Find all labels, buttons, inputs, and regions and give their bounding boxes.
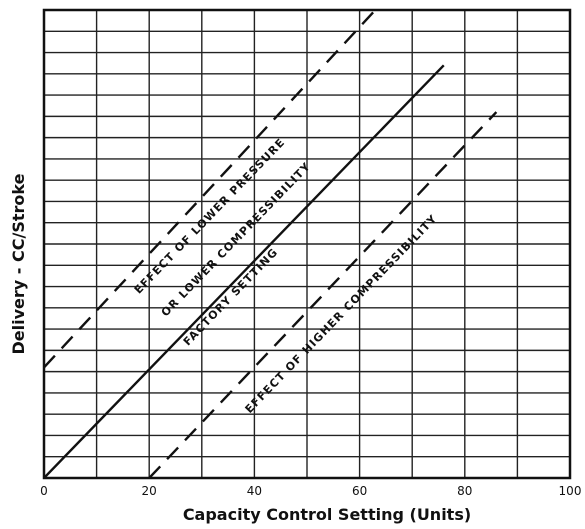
annotation-3: FACTORY SETTING (181, 245, 281, 348)
y-axis-label: Delivery - CC/Stroke (9, 173, 28, 354)
x-axis-label: Capacity Control Setting (Units) (183, 505, 471, 524)
series-lines (44, 10, 498, 478)
x-tick-label: 80 (457, 484, 472, 498)
x-tick-label: 20 (142, 484, 157, 498)
grid (44, 10, 570, 478)
series-line-2 (44, 64, 445, 478)
x-tick-label: 40 (247, 484, 262, 498)
plot-frame (42, 8, 572, 480)
x-tick-labels: 0 20 40 60 80 100 (40, 484, 581, 498)
x-tick-label: 0 (40, 484, 48, 498)
series-line-1 (44, 10, 378, 369)
series-line-3 (148, 111, 498, 478)
x-tick-label: 60 (352, 484, 367, 498)
x-tick-label: 100 (559, 484, 582, 498)
